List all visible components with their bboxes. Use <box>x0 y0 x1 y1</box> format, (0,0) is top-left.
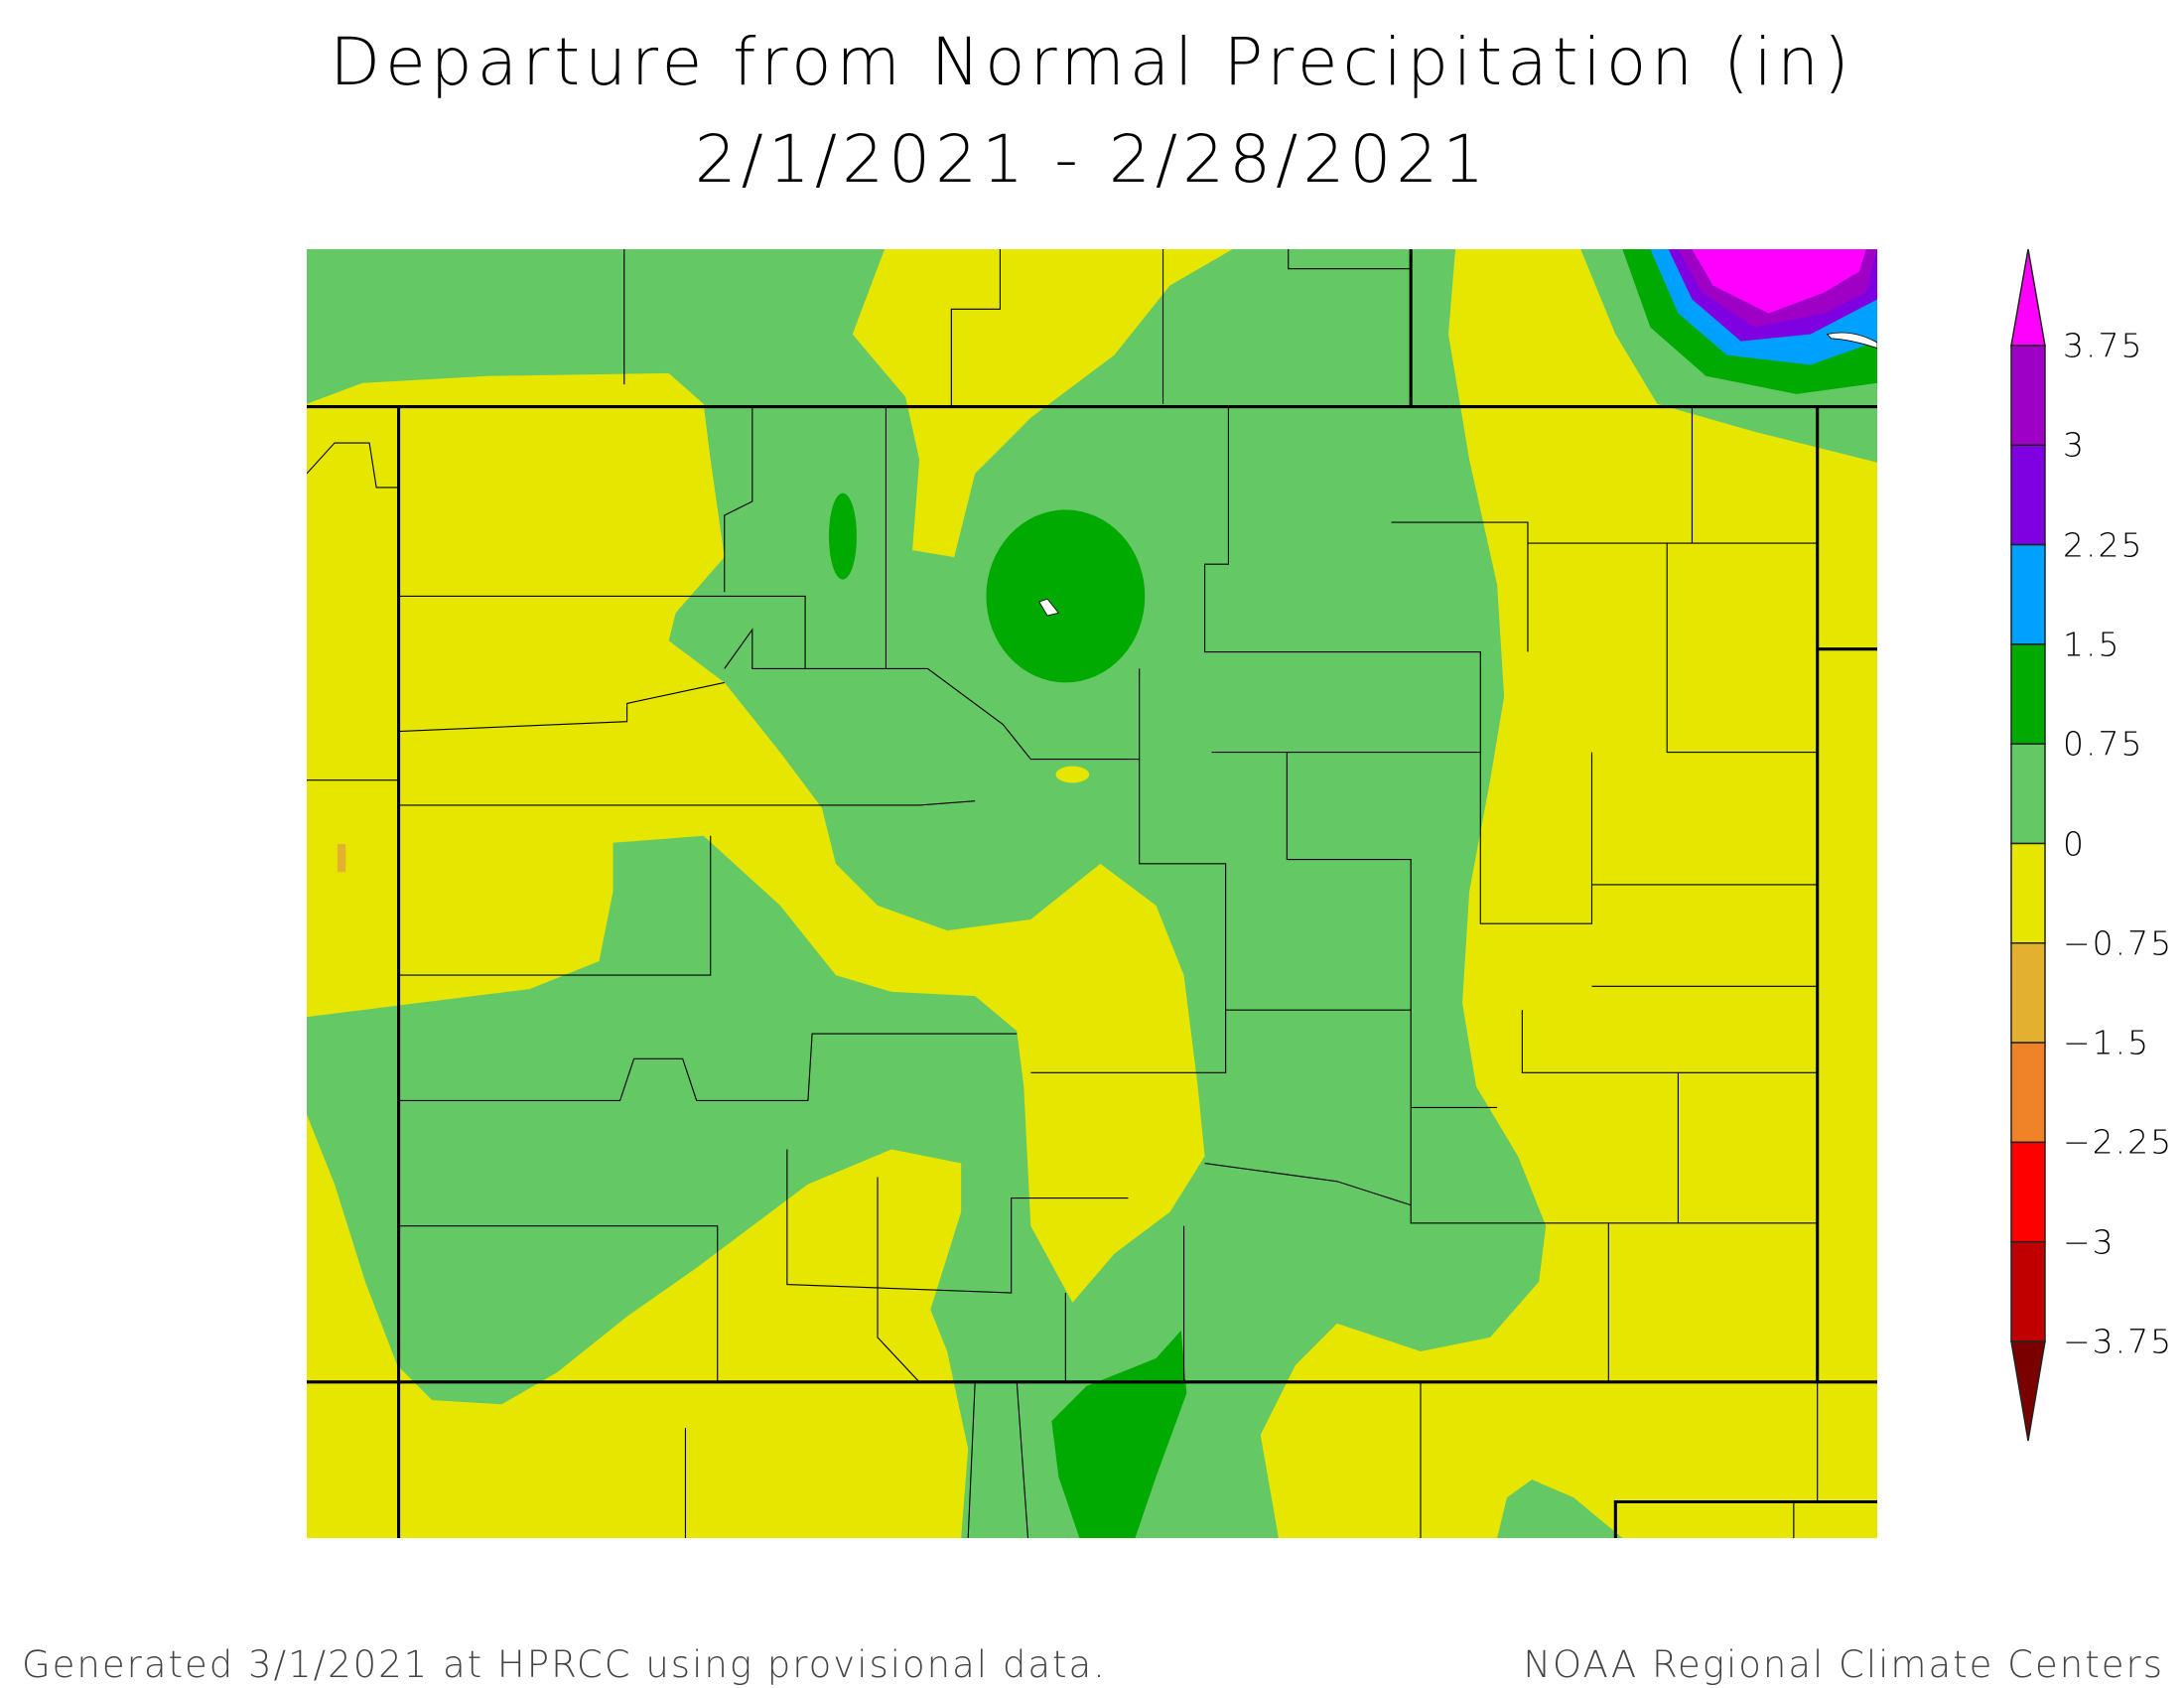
county-lines <box>307 249 1819 1538</box>
legend-label: 0 <box>2063 824 2086 863</box>
color-scale-legend: 3.75 3 2.25 1.5 0.75 0 −0.75 −1.5 −2.25 −3 −3.75 <box>2005 243 2184 1455</box>
region-below-normal-west <box>307 372 1205 1303</box>
legend-swatch <box>2010 743 2046 845</box>
legend-label: 3 <box>2063 425 2086 465</box>
legend-swatch <box>2010 444 2046 546</box>
state-borders <box>307 249 1877 1538</box>
legend-under-arrow <box>2010 1340 2046 1442</box>
legend-swatch <box>2010 1240 2046 1342</box>
legend-label: −3.75 <box>2063 1322 2174 1361</box>
legend-over-arrow <box>2010 248 2046 347</box>
legend-label: −0.75 <box>2063 923 2174 963</box>
legend-swatch <box>2010 842 2046 944</box>
legend-swatch <box>2010 1141 2046 1243</box>
lake <box>1826 332 1877 350</box>
legend-label: 3.75 <box>2063 326 2144 365</box>
region-wet-north <box>986 509 1146 683</box>
region-above-normal-south <box>1497 1479 1623 1538</box>
legend-swatch <box>2010 1042 2046 1144</box>
legend-label: −2.25 <box>2063 1122 2174 1162</box>
legend-swatch <box>2010 942 2046 1044</box>
region-dry-spot <box>1055 766 1090 783</box>
region-very-dry-spot <box>337 844 346 873</box>
legend-label: −1.5 <box>2063 1023 2151 1062</box>
map-date-range: 2/1/2021 - 2/28/2021 <box>694 121 1490 198</box>
precipitation-departure-map <box>307 249 1877 1538</box>
source-credit: NOAA Regional Climate Centers <box>1523 1643 2164 1686</box>
legend-swatch <box>2010 345 2046 447</box>
generated-note: Generated 3/1/2021 at HPRCC using provis… <box>22 1643 1107 1686</box>
map-title: Departure from Normal Precipitation (in) <box>330 24 1854 100</box>
legend-label: 1.5 <box>2063 625 2121 664</box>
legend-label: 0.75 <box>2063 724 2144 764</box>
legend-swatch <box>2010 543 2046 645</box>
legend-label: −3 <box>2063 1222 2116 1262</box>
region-wet-northwest <box>828 492 857 580</box>
ne-band-6 <box>1692 249 1866 314</box>
legend-label: 2.25 <box>2063 525 2144 565</box>
legend-swatch <box>2010 643 2046 745</box>
lake <box>1038 598 1060 617</box>
